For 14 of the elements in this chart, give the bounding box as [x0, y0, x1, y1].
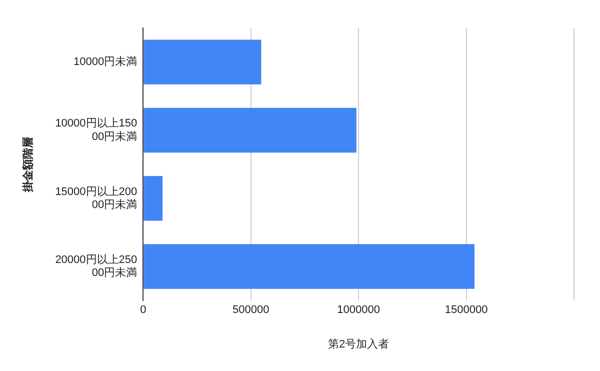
y-tick-label: 10000円未満	[74, 55, 138, 68]
x-tick-label: 1000000	[337, 304, 380, 316]
x-tick-label: 1500000	[444, 304, 488, 316]
y-tick-label: 15000円以上20000円未満	[55, 184, 138, 212]
bar	[144, 40, 262, 84]
x-axis-title: 第2号加入者	[328, 337, 390, 350]
bar	[144, 108, 356, 153]
y-tick-label: 10000円以上15000円未満	[55, 116, 138, 143]
bar	[144, 176, 163, 221]
y-tick-label: 20000円以上25000円未満	[55, 252, 138, 280]
bar	[144, 244, 474, 289]
x-tick-label: 0	[140, 304, 146, 316]
y-axis-title: 掛金額階層	[22, 136, 35, 193]
x-tick-label: 500000	[232, 304, 270, 316]
